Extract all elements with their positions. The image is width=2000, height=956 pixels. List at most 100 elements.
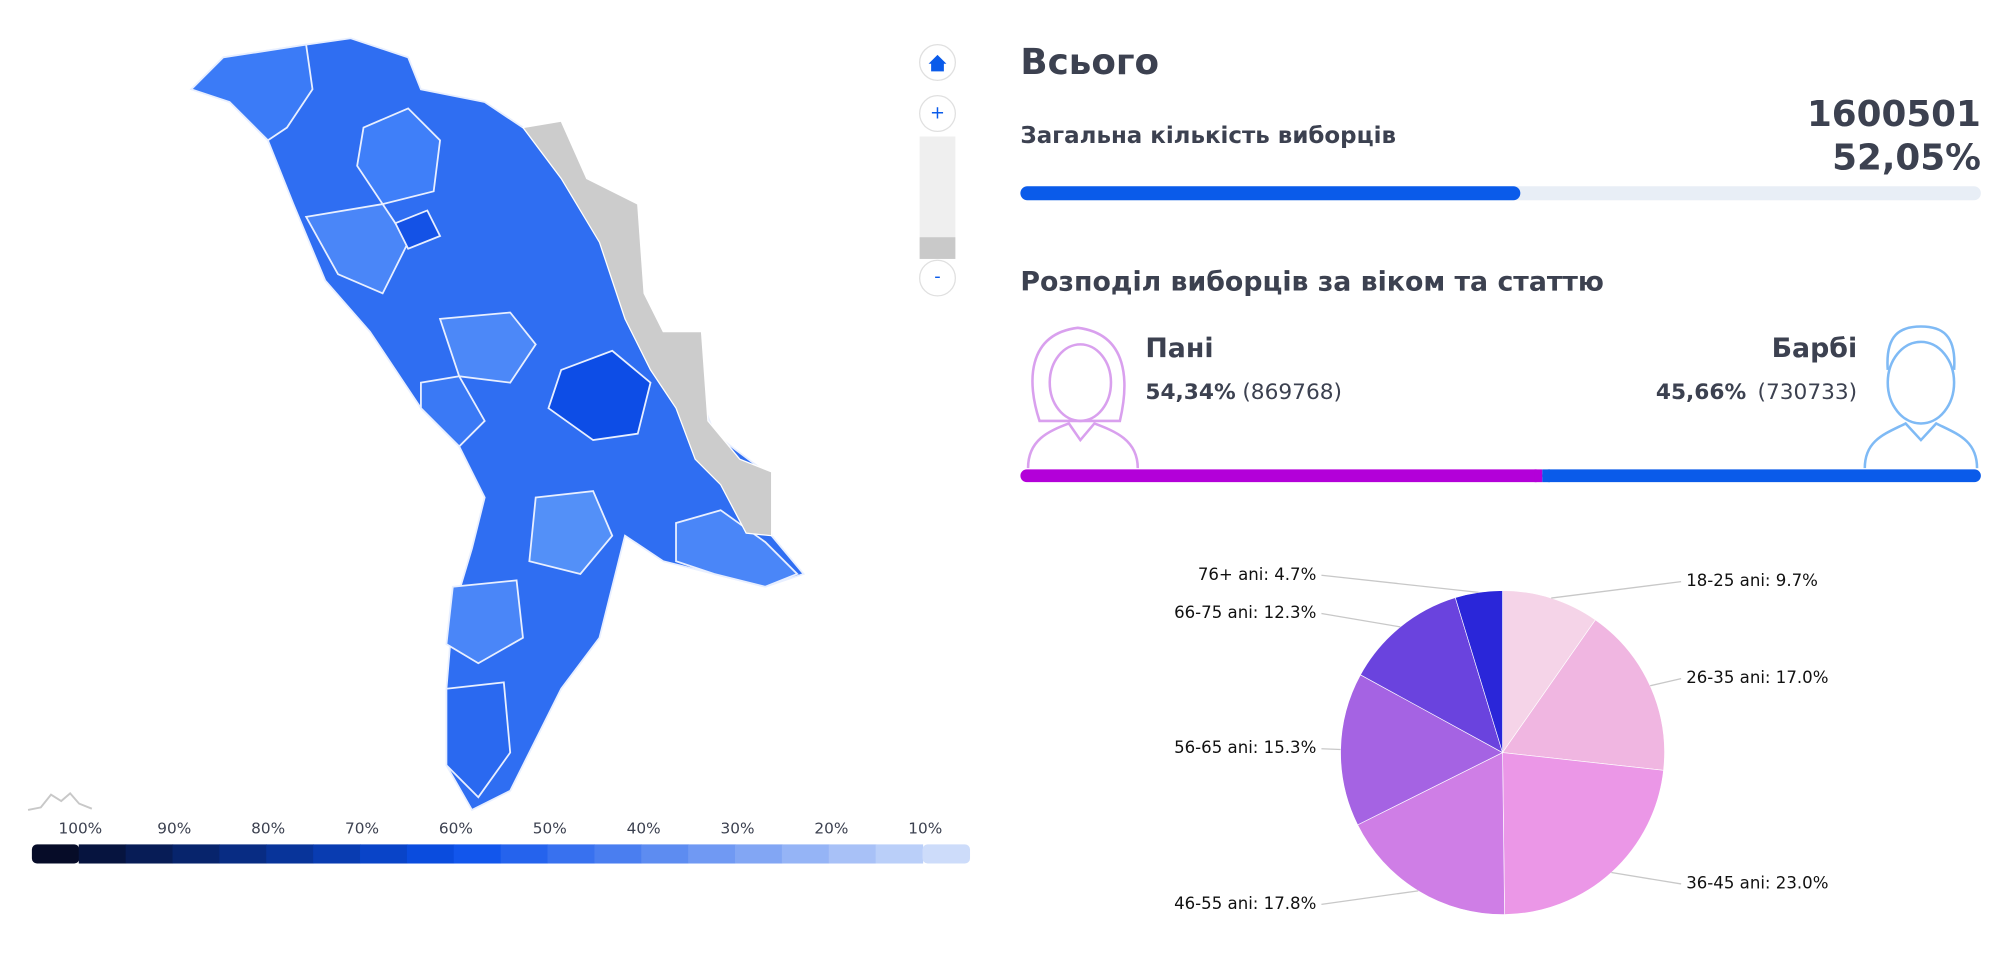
legend-label: 70% [345, 820, 379, 838]
zoom-in-button[interactable] [919, 95, 956, 133]
map-region [394, 209, 442, 250]
pie-slice [1501, 619, 1665, 771]
man-hair [1886, 325, 1956, 370]
legend-label: 20% [814, 820, 848, 838]
zoom-out-button[interactable] [919, 259, 956, 297]
summary-label: Загальна кількість виборців [1020, 123, 1396, 149]
legend-swatch [31, 844, 80, 864]
leader-line [1321, 574, 1479, 593]
pie-label: 36-45 ani: 23.0% [1686, 873, 1828, 892]
pie-slice [1340, 674, 1504, 826]
legend-swatch [875, 844, 924, 864]
map-region [547, 349, 652, 441]
woman-face [1048, 343, 1113, 423]
pie-label: 56-65 ani: 15.3% [1174, 738, 1316, 757]
men-percent: 45,66% [1656, 380, 1747, 405]
legend-label: 40% [627, 820, 661, 838]
legend-swatch [594, 844, 642, 864]
pie-label: 26-35 ani: 17.0% [1686, 668, 1828, 687]
map-legend: 100% 90% 80% 70% 60% 50% 40% 30% 20% 10% [31, 820, 971, 864]
legend-swatch [922, 844, 971, 864]
men-name: Барбі [1772, 333, 1857, 364]
legend-label: 50% [533, 820, 567, 838]
women-count: (869768) [1242, 380, 1342, 405]
legend-swatch [313, 844, 361, 864]
pie-label: 18-25 ani: 9.7% [1686, 571, 1818, 590]
legend-label: 100% [58, 820, 102, 838]
legend-swatch [781, 844, 830, 864]
legend-icon [27, 792, 93, 811]
men-count: (730733) [1758, 380, 1858, 405]
leader-line [1321, 890, 1419, 905]
legend-swatch [828, 844, 877, 864]
map-region [445, 579, 524, 665]
gender-title: Розподіл виборців за віком та статтю [1020, 267, 1604, 298]
zoom-in-label[interactable]: + [930, 103, 945, 124]
men-bar [1542, 469, 1981, 483]
zoom-out-label[interactable]: - [934, 266, 940, 287]
leader-line [1321, 612, 1401, 628]
zoom-handle[interactable] [919, 237, 956, 259]
legend-swatch [78, 844, 127, 864]
leader-line [1551, 581, 1682, 599]
pie-slice [1357, 752, 1505, 915]
legend-swatch [125, 844, 174, 864]
legend-swatch [406, 844, 455, 864]
leader-line [1611, 871, 1682, 885]
legend-label: 10% [908, 820, 942, 838]
map-region [438, 311, 537, 384]
pie-label: 46-55 ani: 17.8% [1174, 894, 1316, 913]
progress-fill [1020, 186, 1521, 201]
map-region [356, 107, 441, 206]
pie-label: 66-75 ani: 12.3% [1174, 603, 1316, 622]
men-bar-join [1542, 469, 1550, 483]
legend-label: 90% [157, 820, 191, 838]
woman-icon [1026, 326, 1140, 469]
legend-swatch [547, 844, 596, 864]
leader-line [1321, 748, 1341, 751]
gender-bar [1020, 469, 1981, 483]
women-percent: 54,34% [1145, 380, 1236, 405]
man-body [1863, 421, 1979, 469]
pie-slice [1454, 590, 1503, 753]
pie-slice [1502, 752, 1664, 915]
map-region [445, 681, 512, 799]
map-region [675, 509, 799, 588]
home-icon[interactable] [928, 54, 947, 72]
women-bar-join [1534, 469, 1543, 483]
legend-swatch [641, 844, 689, 864]
pie-label: 76+ ani: 4.7% [1198, 565, 1316, 584]
map-no-data-region [521, 120, 773, 537]
age-pie: 18-25 ani: 9.7% 26-35 ani: 17.0% 36-45 ani… [1174, 565, 1828, 915]
zoom-controls: + - [919, 44, 956, 297]
legend-swatch [500, 844, 549, 864]
map [27, 37, 806, 812]
legend-swatch [453, 844, 502, 864]
women-bar [1020, 469, 1543, 483]
legend-swatch [266, 844, 314, 864]
map-region [420, 375, 486, 448]
map-region [304, 203, 410, 295]
woman-hair [1031, 326, 1126, 423]
summary-total: 1600501 [1807, 94, 1981, 135]
summary-title: Всього [1020, 42, 1159, 83]
legend-label: 30% [721, 820, 755, 838]
legend-label: 80% [251, 820, 285, 838]
home-button[interactable] [919, 44, 956, 81]
legend-label: 60% [439, 820, 473, 838]
legend-swatch [735, 844, 783, 864]
leader-line [1649, 677, 1682, 687]
summary-percent: 52,05% [1832, 137, 1981, 178]
woman-body [1026, 421, 1140, 469]
man-face [1886, 340, 1956, 425]
women-name: Пані [1145, 333, 1213, 364]
progress [1020, 186, 1521, 201]
map-region [189, 43, 314, 142]
map-region [528, 490, 614, 575]
legend-swatch [219, 844, 267, 864]
man-icon [1863, 325, 1979, 469]
legend-swatch [360, 844, 408, 864]
legend-swatch [172, 844, 221, 864]
